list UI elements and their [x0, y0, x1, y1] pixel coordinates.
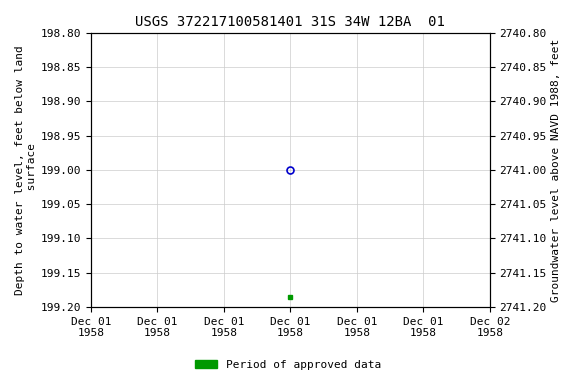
Y-axis label: Depth to water level, feet below land
 surface: Depth to water level, feet below land su… — [15, 45, 37, 295]
Legend: Period of approved data: Period of approved data — [191, 356, 385, 375]
Y-axis label: Groundwater level above NAVD 1988, feet: Groundwater level above NAVD 1988, feet — [551, 38, 561, 301]
Title: USGS 372217100581401 31S 34W 12BA  01: USGS 372217100581401 31S 34W 12BA 01 — [135, 15, 445, 29]
